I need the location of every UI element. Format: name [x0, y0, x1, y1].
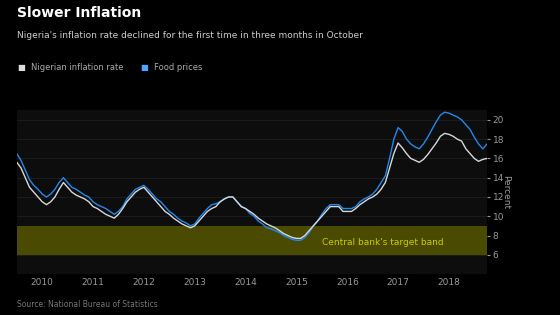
Text: Food prices: Food prices	[154, 63, 202, 72]
Bar	[17, 226, 487, 255]
Text: Source: National Bureau of Statistics: Source: National Bureau of Statistics	[17, 300, 157, 309]
Text: Nigeria's inflation rate declined for the first time in three months in October: Nigeria's inflation rate declined for th…	[17, 32, 363, 41]
Text: Central bank's target band: Central bank's target band	[322, 238, 444, 247]
Text: ■: ■	[17, 63, 25, 72]
Text: Slower Inflation: Slower Inflation	[17, 6, 141, 20]
Text: Nigerian inflation rate: Nigerian inflation rate	[31, 63, 123, 72]
Text: Percent: Percent	[501, 175, 510, 209]
Text: ■: ■	[140, 63, 148, 72]
